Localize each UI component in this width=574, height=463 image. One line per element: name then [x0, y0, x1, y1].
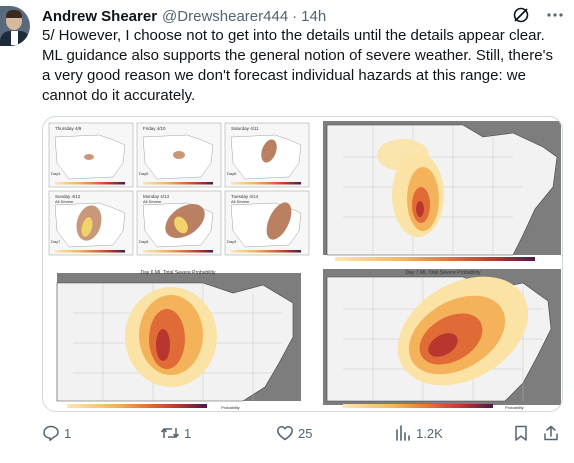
- header-icons: [512, 6, 564, 24]
- repost-icon: [160, 424, 180, 442]
- ml-map-top-right: [323, 121, 561, 261]
- panel-day-label: Tuesday 4/14: [231, 194, 259, 199]
- tweet-header: Andrew Shearer @Drewshearer444 · 14h: [42, 6, 326, 26]
- reply-icon: [42, 424, 60, 442]
- bookmark-icon: [512, 424, 530, 442]
- repost-count: 1: [184, 425, 192, 441]
- tweet-text: 5/ However, I choose not to get into the…: [42, 27, 553, 104]
- outlook-panel: Friday 4/10 Day5: [136, 122, 222, 188]
- legend-label-right: Probability: [505, 405, 524, 410]
- panel-day-label: Friday 4/10: [143, 126, 166, 131]
- panel-legend-bar: [231, 250, 301, 253]
- reply-count: 1: [64, 425, 72, 441]
- panel-day-label: Monday 4/13: [143, 194, 170, 199]
- analytics-icon: [394, 424, 412, 442]
- panel-legend-bar: [55, 182, 125, 185]
- heart-icon: [276, 424, 294, 442]
- panel-sub-label: All Severe: [55, 199, 74, 204]
- grok-icon[interactable]: [512, 6, 530, 24]
- map-caption-right: Day 7 ML Total Severe Probability: [405, 270, 481, 276]
- separator-dot: ·: [292, 7, 298, 25]
- like-button[interactable]: 25: [276, 424, 312, 442]
- like-count: 25: [298, 425, 313, 441]
- panel-sub-label: All Severe: [231, 199, 250, 204]
- panel-day-label: Sunday 4/12: [55, 194, 81, 199]
- action-bar: 1 1 25 1.2K: [42, 424, 562, 446]
- more-options-icon[interactable]: [546, 6, 564, 24]
- panel-day-label: Saturday 4/11: [231, 126, 259, 131]
- media-image: Thursday 4/9 Day4 Friday 4/10 Day5 Saturday …: [48, 121, 561, 410]
- panel-day-label: Thursday 4/9: [55, 126, 82, 131]
- reply-button[interactable]: 1: [42, 424, 71, 442]
- outlook-panel: Thursday 4/9 Day4: [48, 122, 134, 188]
- share-icon: [542, 424, 560, 442]
- panel-day-tag: Day4: [51, 171, 61, 176]
- panel-legend-bar: [55, 250, 125, 253]
- panel-day-tag: Day8: [139, 239, 149, 244]
- panel-day-tag: Day7: [51, 239, 61, 244]
- ml-map-bottom-left: Day 6 ML Total Severe Probability Probab…: [49, 269, 307, 410]
- panel-legend-bar: [143, 182, 213, 185]
- avatar[interactable]: [0, 6, 30, 46]
- timestamp[interactable]: 14h: [301, 7, 327, 25]
- outlook-panels: Thursday 4/9 Day4 Friday 4/10 Day5 Saturday …: [48, 122, 310, 256]
- panel-sub-label: All Severe: [143, 199, 162, 204]
- author-name[interactable]: Andrew Shearer: [42, 7, 158, 25]
- views-button[interactable]: 1.2K: [394, 424, 443, 442]
- outlook-panel: Saturday 4/11 Day6: [224, 122, 310, 188]
- panel-day-tag: Day9: [227, 239, 237, 244]
- legend-label-left: Probability: [221, 405, 240, 410]
- panel-day-tag: Day5: [139, 171, 149, 176]
- repost-button[interactable]: 1: [160, 424, 191, 442]
- author-handle[interactable]: @Drewshearer444: [162, 7, 289, 25]
- tweet-media[interactable]: Thursday 4/9 Day4 Friday 4/10 Day5 Saturday …: [42, 116, 563, 412]
- ml-map-bottom-right: Day 7 ML Total Severe Probability Probab…: [323, 269, 561, 410]
- map-caption-left: Day 6 ML Total Severe Probability: [140, 270, 216, 276]
- panel-legend-bar: [143, 250, 213, 253]
- panel-legend-bar: [231, 182, 301, 185]
- panel-day-tag: Day6: [227, 171, 237, 176]
- views-count: 1.2K: [416, 425, 443, 441]
- share-button[interactable]: [542, 424, 560, 442]
- bookmark-button[interactable]: [512, 424, 530, 442]
